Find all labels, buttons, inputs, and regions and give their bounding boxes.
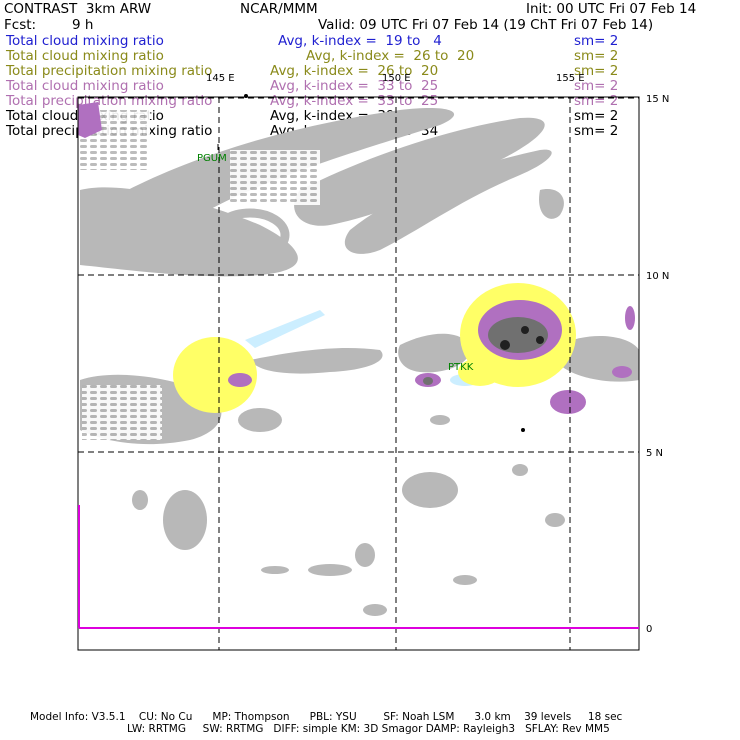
footer-line-1: Model Info: V3.5.1 CU: No Cu MP: Thompso…: [30, 711, 623, 723]
legend-sm-5: sm= 2: [574, 108, 619, 124]
plot-frame: [77, 96, 640, 651]
station-marks: [217, 94, 525, 432]
cloud-around-ptkk: [398, 333, 471, 373]
purple-right-edge: [625, 306, 635, 330]
lon-label-155: 155 E: [556, 73, 585, 84]
footer-line-2: LW: RRTMG SW: RRTMG DIFF: simple KM: 3D …: [127, 723, 610, 735]
model-title: CONTRAST 3km ARW: [4, 1, 152, 17]
black-core-3: [536, 336, 544, 344]
station-mark-south: [521, 428, 525, 432]
legend-sm-3: sm= 2: [574, 78, 619, 94]
cloud-band-center: [344, 149, 552, 254]
legend-avg-2: Avg, k-index = 26 to 20: [270, 63, 439, 79]
black-core-2: [521, 326, 529, 334]
purple-southeast: [550, 390, 586, 414]
purple-east-edge: [612, 366, 632, 378]
legend-field-0: Total cloud mixing ratio: [6, 33, 164, 49]
purple-corner: [78, 102, 102, 138]
lat-label-5: 5 N: [646, 448, 663, 459]
lon-label-145: 145 E: [206, 73, 235, 84]
center-label: NCAR/MMM: [240, 1, 318, 17]
legend-sm-1: sm= 2: [574, 48, 619, 64]
purple-west: [228, 373, 252, 387]
legend-field-3: Total cloud mixing ratio: [6, 78, 164, 94]
streak-texture-2: [230, 150, 320, 205]
yellow-west: [173, 337, 257, 413]
cloud-patch-11: [238, 408, 282, 432]
lat-label-0: 0: [646, 624, 652, 635]
cloud-patch-3: [355, 543, 375, 567]
valid-time: Valid: 09 UTC Fri 07 Feb 14 (19 ChT Fri …: [318, 17, 654, 33]
init-time: Init: 00 UTC Fri 07 Feb 14: [526, 1, 697, 17]
lon-label-150: 150 E: [382, 73, 411, 84]
dark-core-ptkk: [423, 377, 433, 385]
cloud-band-mid: [250, 348, 383, 374]
lat-label-10: 10 N: [646, 271, 669, 282]
forecast-label: Fcst:: [4, 17, 37, 33]
yellow-east-tail: [458, 358, 502, 386]
cloud-band-ne: [294, 117, 545, 226]
cloud-patch-8: [261, 566, 289, 574]
cloud-east-fragment: [539, 189, 564, 219]
station-mark-dot: [244, 94, 248, 98]
light-blue-streak: [245, 310, 325, 348]
black-core-1: [500, 340, 510, 350]
lat-label-15: 15 N: [646, 94, 669, 105]
cloud-patch-7: [512, 464, 528, 476]
grid-lines: [78, 97, 639, 650]
legend-sm-2: sm= 2: [574, 63, 619, 79]
equator-boundary: [78, 505, 639, 629]
cloud-patch-9: [453, 575, 477, 585]
cloud-patch-12: [430, 415, 450, 425]
cloud-patch-10: [132, 490, 148, 510]
cloud-patch-5: [363, 604, 387, 616]
legend-sm-0: sm= 2: [574, 33, 619, 49]
legend-avg-1: Avg, k-index = 26 to 20: [306, 48, 475, 64]
legend-field-2: Total precipitation mixing ratio: [6, 63, 213, 79]
station-pgum: PGUM: [197, 153, 227, 164]
cloud-patch-4: [308, 564, 352, 576]
cloud-patch-6: [545, 513, 565, 527]
legend-avg-0: Avg, k-index = 19 to 4: [278, 33, 442, 49]
cloud-patch-2: [402, 472, 458, 508]
streak-texture-3: [82, 385, 162, 440]
black-cores: [500, 326, 544, 350]
legend-field-1: Total cloud mixing ratio: [6, 48, 164, 64]
purple-areas: [78, 102, 635, 414]
legend-avg-3: Avg, k-index = 33 to 25: [270, 78, 439, 94]
dark-core-main: [488, 317, 548, 353]
cloud-patch-1: [163, 490, 207, 550]
cloud-fields: [78, 102, 639, 616]
legend-sm-6: sm= 2: [574, 123, 619, 139]
forecast-hour: 9 h: [72, 17, 94, 33]
station-ptkk: PTKK: [448, 362, 474, 373]
cloud-ring: [210, 208, 290, 262]
